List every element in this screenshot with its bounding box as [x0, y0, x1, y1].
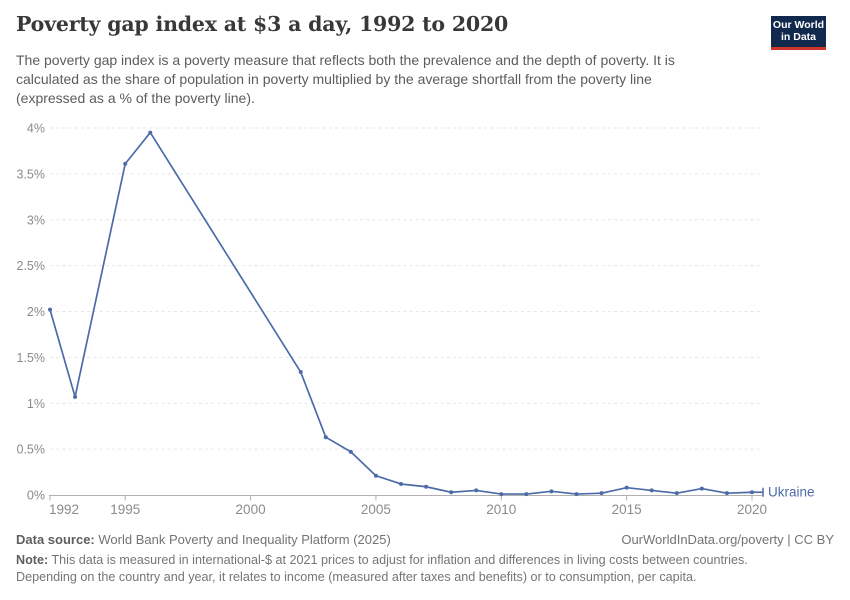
line-chart: 0% 0.5% 1% 1.5% 2% 2.5% 3% 3.5% 4% 1992 1995 2000 20…	[17, 122, 815, 518]
x-axis-tick-label: 1992	[49, 502, 79, 517]
data-source-label: Data source:	[16, 532, 95, 547]
x-axis-tick-label: 2015	[612, 502, 642, 517]
data-point	[424, 484, 429, 489]
owid-logo-line1: Our World	[772, 19, 825, 32]
y-axis-tick-label: 1%	[27, 397, 45, 411]
data-point	[323, 435, 328, 440]
x-axis-tick-label: 2020	[737, 502, 767, 517]
y-axis-tick-label: 2%	[27, 305, 45, 319]
y-axis-tick-label: 0%	[27, 489, 45, 503]
data-line	[49, 131, 753, 495]
data-point	[599, 491, 604, 496]
data-point	[699, 486, 704, 491]
data-point	[373, 473, 378, 478]
data-point	[474, 488, 479, 493]
y-axis-tick-label: 0.5%	[17, 443, 46, 457]
x-axis-tick-label: 1995	[110, 502, 140, 517]
data-point	[148, 130, 153, 135]
data-point	[724, 491, 729, 496]
data-point	[499, 492, 504, 497]
chart-subtitle: The poverty gap index is a poverty measu…	[16, 52, 675, 106]
data-point	[649, 488, 654, 493]
y-axis-tick-label: 2.5%	[17, 259, 46, 273]
y-axis-tick-label: 3.5%	[17, 167, 46, 181]
data-point	[549, 489, 554, 494]
data-point	[624, 485, 629, 490]
data-point	[449, 490, 454, 495]
owid-logo[interactable]: Our World in Data	[771, 16, 826, 50]
owid-logo-line2: in Data	[780, 31, 816, 44]
owid-logo-box: Our World in Data	[771, 16, 826, 47]
data-point	[524, 492, 529, 497]
entity-label-ukraine[interactable]: Ukraine	[768, 485, 815, 500]
data-point	[399, 481, 403, 486]
chart-footer: Data source: World Bank Poverty and Ineq…	[16, 532, 834, 586]
x-axis-tick-label: 2000	[236, 502, 266, 517]
y-axis-tick-label: 1.5%	[17, 351, 46, 365]
chart-title: Poverty gap index at $3 a day, 1992 to 2…	[16, 12, 509, 36]
data-point	[123, 161, 128, 166]
note-text: This data is measured in international-$…	[16, 553, 748, 584]
data-point	[674, 491, 679, 496]
data-point	[48, 307, 52, 312]
note-label: Note:	[16, 553, 49, 567]
data-source-value: World Bank Poverty and Inequality Platfo…	[98, 532, 391, 547]
y-axis-tick-label: 4%	[27, 122, 45, 136]
data-point	[73, 394, 78, 399]
x-axis-tick-label: 2005	[361, 502, 391, 517]
data-point	[348, 449, 353, 454]
data-source-line: Data source: World Bank Poverty and Ineq…	[16, 532, 391, 547]
credit-link[interactable]: OurWorldInData.org/poverty | CC BY	[621, 532, 834, 547]
data-point	[574, 492, 579, 497]
data-point	[298, 370, 303, 375]
owid-logo-red-bar	[771, 46, 826, 50]
x-axis-tick-label: 2010	[486, 502, 516, 517]
y-axis-tick-label: 3%	[27, 213, 45, 227]
